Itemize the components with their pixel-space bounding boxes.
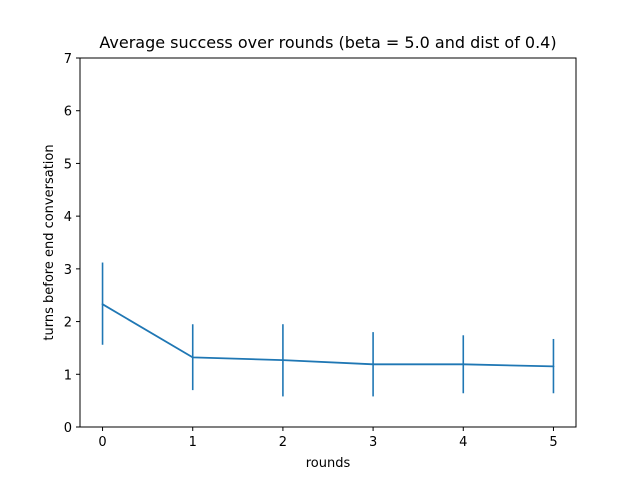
series-lines: [101, 303, 555, 368]
y-tick-label: 0: [64, 421, 72, 436]
plot-area-frame: [79, 57, 577, 428]
x-tick-label: 3: [369, 435, 377, 450]
x-axis: 0 1 2 3 4 5: [98, 427, 558, 450]
y-tick-label: 6: [64, 105, 72, 120]
chart-title: Average success over rounds (beta = 5.0 …: [99, 33, 556, 52]
y-tick-label: 7: [64, 52, 72, 67]
y-axis-title: turns before end conversation: [42, 144, 57, 340]
error-bars: [101, 262, 555, 397]
x-tick-label: 2: [279, 435, 287, 450]
y-tick-label: 1: [64, 368, 72, 383]
series-line: [101, 303, 555, 368]
y-tick-label: 4: [64, 210, 72, 225]
x-tick-label: 1: [189, 435, 197, 450]
x-axis-title: rounds: [306, 456, 351, 471]
y-tick-label: 2: [64, 316, 72, 331]
x-tick-label: 5: [549, 435, 557, 450]
y-tick-label: 3: [64, 263, 72, 278]
x-tick-label: 4: [459, 435, 467, 450]
y-axis: 0 1 2 3 4 5 6 7: [64, 52, 80, 436]
x-tick-label: 0: [98, 435, 106, 450]
y-tick-label: 5: [64, 157, 72, 172]
